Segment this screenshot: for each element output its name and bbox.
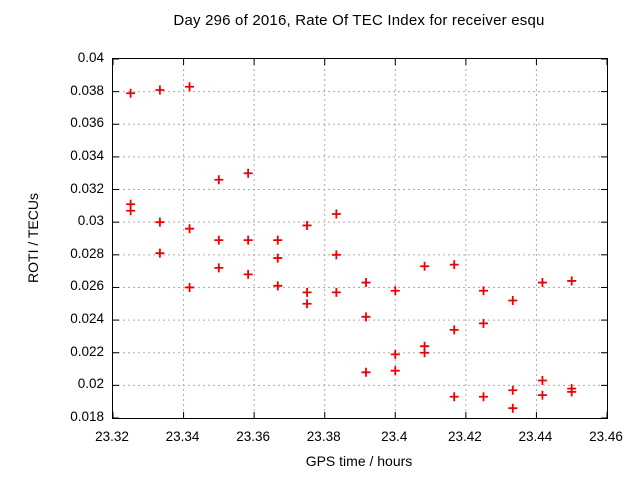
data-point-marker (508, 385, 518, 395)
x-tick-label: 23.36 (236, 429, 271, 444)
data-point-marker (185, 82, 195, 92)
x-tick-label: 23.46 (589, 429, 623, 444)
y-tick-label: 0.018 (70, 409, 104, 424)
data-point-marker (331, 209, 341, 219)
x-tick-label: 23.32 (95, 429, 129, 444)
data-point-marker (361, 367, 371, 377)
data-point-marker (214, 235, 224, 245)
y-tick-label: 0.026 (70, 278, 104, 294)
x-tick-label: 23.4 (381, 429, 408, 444)
data-point-marker (185, 224, 195, 234)
x-axis-label: GPS time / hours (305, 453, 413, 469)
data-point-marker (390, 286, 400, 296)
data-point-marker (302, 299, 312, 309)
data-point-marker (537, 375, 547, 385)
plot-area (112, 58, 608, 419)
data-point-marker (243, 168, 253, 178)
data-point-marker (243, 269, 253, 279)
data-point-marker (449, 392, 459, 402)
data-point-marker (390, 366, 400, 376)
data-point-marker (185, 282, 195, 292)
data-point-marker (302, 220, 312, 230)
data-point-marker (479, 392, 488, 402)
data-point-marker (155, 85, 165, 95)
data-point-marker (537, 390, 547, 400)
y-tick-label: 0.03 (77, 213, 104, 229)
data-point-marker (302, 287, 312, 297)
data-point-marker (537, 278, 547, 288)
data-point-marker (361, 312, 371, 322)
data-point-marker (126, 88, 136, 98)
data-point-marker (331, 287, 341, 297)
data-point-marker (508, 403, 518, 413)
data-point-marker (273, 281, 283, 291)
chart-title: Day 296 of 2016, Rate Of TEC Index for r… (173, 12, 545, 29)
y-tick-label: 0.028 (70, 245, 104, 261)
data-point-marker (214, 263, 224, 273)
data-point-marker (214, 175, 224, 185)
data-point-marker (479, 286, 488, 296)
data-point-marker (155, 248, 165, 258)
data-point-marker (155, 217, 165, 227)
data-point-marker (331, 250, 341, 260)
data-point-marker (273, 235, 283, 245)
data-point-marker (243, 235, 253, 245)
data-point-marker (126, 206, 136, 216)
data-point-marker (508, 296, 518, 306)
y-tick-label: 0.036 (70, 115, 104, 131)
data-point-marker (361, 278, 371, 288)
y-tick-label: 0.032 (70, 180, 104, 196)
data-point-marker (567, 276, 577, 286)
x-tick-label: 23.44 (518, 429, 553, 444)
data-point-marker (567, 387, 577, 397)
data-point-marker (420, 348, 430, 358)
data-point-marker (390, 349, 400, 359)
data-point-marker (449, 260, 459, 270)
data-point-marker (449, 325, 459, 335)
data-point-marker (420, 261, 430, 271)
plot-canvas (113, 59, 607, 418)
data-point-marker (479, 318, 488, 328)
y-tick-label: 0.038 (70, 82, 104, 98)
y-tick-label: 0.034 (70, 147, 104, 163)
y-tick-label: 0.04 (77, 50, 104, 65)
x-tick-label: 23.34 (165, 429, 200, 444)
data-point-marker (273, 253, 283, 263)
y-tick-label: 0.022 (70, 343, 104, 359)
x-tick-label: 23.42 (447, 429, 482, 444)
x-tick-label: 23.38 (306, 429, 341, 444)
y-tick-label: 0.02 (77, 376, 104, 392)
y-tick-label: 0.024 (70, 311, 104, 327)
